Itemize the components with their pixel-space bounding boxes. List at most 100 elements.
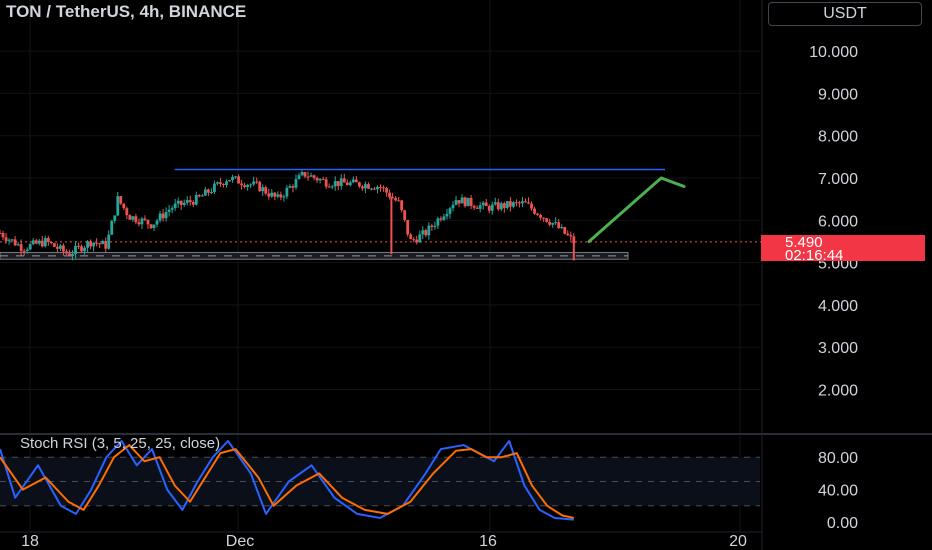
candle-body [333, 181, 337, 187]
candle [228, 179, 231, 182]
candle-body [116, 196, 120, 216]
candle [246, 183, 250, 191]
candle-body [554, 222, 558, 224]
candle [92, 242, 96, 252]
candle [421, 226, 425, 240]
candle-body [34, 240, 38, 244]
candle [487, 204, 491, 214]
candle [478, 201, 482, 213]
candle-body [0, 232, 2, 234]
candle [324, 176, 328, 189]
candle [403, 209, 407, 222]
rsi-tick-label: 80.00 [818, 450, 858, 467]
candle-body [59, 245, 62, 249]
candle-body [336, 181, 340, 186]
candle-body [213, 183, 216, 193]
candle-body [237, 176, 240, 184]
candle-body [62, 245, 65, 252]
candle-body [83, 247, 86, 252]
candle [533, 206, 536, 215]
candle-body [13, 239, 17, 246]
candle [379, 184, 382, 192]
candle [309, 172, 313, 177]
candle-body [80, 246, 83, 252]
candle [345, 179, 349, 186]
candle [490, 201, 494, 215]
candle-body [524, 201, 527, 203]
candle-body [19, 244, 23, 251]
price-tick-label: 6.000 [818, 213, 858, 230]
candle [261, 184, 265, 197]
candle [548, 218, 552, 227]
candle [52, 242, 56, 248]
rsi-tick-label: 40.00 [818, 483, 858, 500]
candle-body [22, 250, 26, 252]
candle [143, 215, 147, 222]
candle [539, 213, 542, 221]
candle-body [158, 213, 162, 221]
candle-body [324, 179, 328, 187]
candle-body [427, 225, 431, 236]
candle-body [146, 219, 150, 225]
candle [469, 195, 473, 210]
price-tick-label: 3.000 [818, 340, 858, 357]
candle [13, 235, 17, 247]
candle [282, 194, 286, 202]
candle [137, 218, 141, 227]
candle-body [339, 178, 343, 186]
candle [448, 206, 452, 219]
candle-body [527, 202, 530, 204]
candle-body [55, 246, 59, 249]
last-price-tag: 5.490 02:16:44 [761, 235, 925, 263]
candle-body [252, 181, 256, 185]
candle-body [95, 242, 99, 244]
candle-body [228, 179, 231, 182]
currency-button[interactable]: USDT [768, 2, 922, 26]
candle-body [231, 177, 234, 180]
candle [194, 191, 198, 206]
candle-body [512, 202, 515, 207]
candle [557, 218, 561, 229]
candle-body [566, 233, 570, 236]
candle [291, 184, 295, 193]
candle [1, 230, 5, 240]
candle [119, 195, 123, 206]
candle [315, 176, 319, 184]
candle-body [518, 202, 521, 204]
candle [258, 180, 262, 192]
candle [240, 179, 243, 190]
candle-body [530, 203, 533, 209]
candle [49, 241, 53, 245]
candle [206, 188, 210, 197]
candle-body [261, 187, 265, 192]
candle-body [361, 186, 364, 189]
time-tick-label: 18 [21, 533, 39, 550]
candle-body [206, 189, 210, 193]
candle [524, 198, 527, 203]
candle-body [270, 192, 274, 197]
candle-body [167, 209, 171, 212]
candle [98, 242, 102, 249]
candle [445, 208, 449, 220]
candle-body [43, 237, 47, 247]
candle [318, 178, 322, 184]
candle-body [415, 239, 419, 243]
price-tick-label: 4.000 [818, 298, 858, 315]
candle-body [191, 202, 195, 205]
candle [276, 191, 280, 199]
candle [210, 188, 213, 195]
candle-body [487, 206, 491, 211]
candle-body [557, 222, 561, 229]
candle-body [276, 194, 280, 197]
candle-body [379, 186, 382, 188]
candle-body [370, 188, 373, 190]
candle-body [176, 200, 180, 204]
candle [46, 235, 50, 246]
candle [176, 197, 180, 208]
candle-body [200, 195, 204, 197]
candle [167, 204, 171, 217]
candle [203, 186, 207, 196]
candle-body [515, 202, 518, 204]
candle [376, 185, 379, 194]
